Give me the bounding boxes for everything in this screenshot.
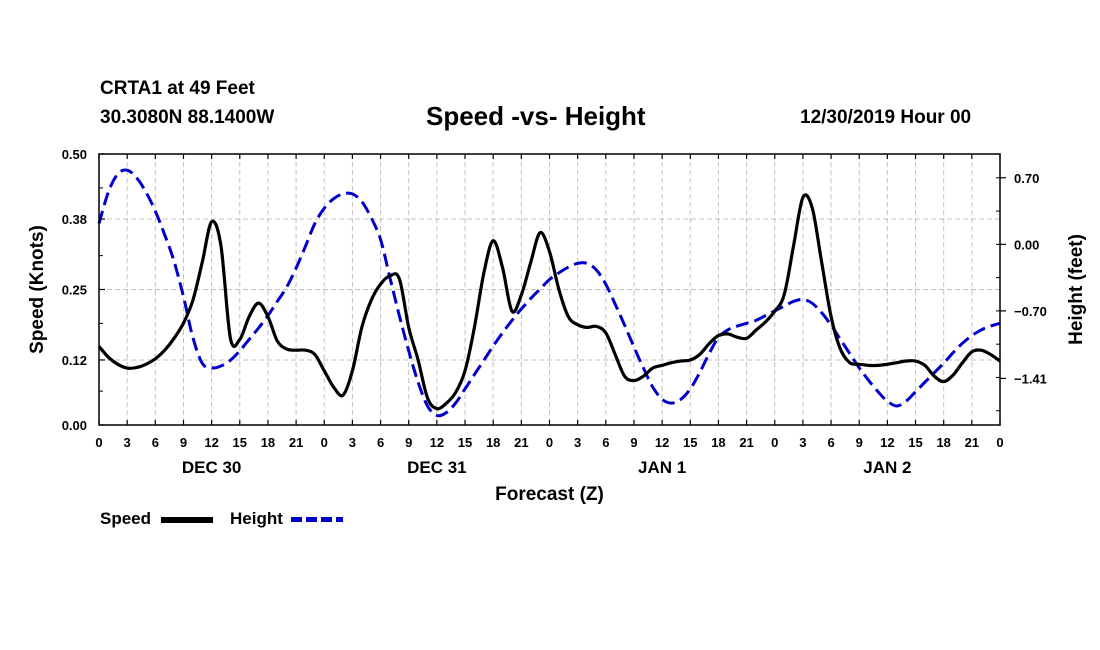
x-tick-label: 3	[574, 435, 581, 450]
station-coords: 30.3080N 88.1400W	[100, 107, 275, 128]
y-tick-label: 0.50	[62, 147, 87, 162]
y-axis-right: 0.70 0.00 −0.70 −1.41	[996, 171, 1047, 412]
chart-title: Speed -vs- Height	[426, 101, 646, 131]
height-line	[97, 168, 1001, 418]
x-tick-label: 6	[827, 435, 834, 450]
legend-height-swatch	[291, 517, 343, 522]
speed-series-group	[97, 193, 1001, 411]
x-tick-label: 3	[799, 435, 806, 450]
x-tick-label: 12	[204, 435, 218, 450]
y2-tick-label: −0.70	[1014, 304, 1047, 319]
x-day-label: JAN 1	[638, 458, 686, 477]
x-tick-label: 18	[711, 435, 725, 450]
y-axis-title: Speed (Knots)	[27, 225, 48, 354]
x-tick-label: 21	[965, 435, 979, 450]
legend-speed-swatch	[161, 517, 213, 523]
legend-height-label: Height	[230, 509, 283, 528]
x-tick-label: 12	[880, 435, 894, 450]
x-tick-label: 6	[377, 435, 384, 450]
x-tick-label: 21	[289, 435, 303, 450]
x-tick-label: 9	[630, 435, 637, 450]
x-tick-label: 15	[233, 435, 247, 450]
y2-tick-label: 0.00	[1014, 237, 1039, 252]
x-axis-title: Forecast (Z)	[495, 484, 604, 505]
x-axis: 0 3 6 9 12 15 18 21 0 3 6 9 12 15 18 21 0 3 6 9 12 15 18 21 0 3 6 9…	[95, 154, 1004, 477]
x-tick-label: 12	[655, 435, 669, 450]
x-tick-label: 0	[321, 435, 328, 450]
x-tick-label: 3	[124, 435, 131, 450]
x-day-label: DEC 30	[182, 458, 242, 477]
speed-line	[97, 193, 1001, 411]
x-tick-label: 15	[458, 435, 472, 450]
y2-tick-label: 0.70	[1014, 171, 1039, 186]
y-tick-label: 0.00	[62, 418, 87, 433]
y-tick-label: 0.25	[62, 283, 87, 298]
height-series-group	[97, 168, 1001, 418]
x-tick-label: 6	[602, 435, 609, 450]
x-tick-label: 18	[936, 435, 950, 450]
grid	[99, 154, 1000, 425]
station-name: CRTA1 at 49 Feet	[100, 78, 255, 99]
x-tick-label: 0	[95, 435, 102, 450]
x-tick-label: 15	[683, 435, 697, 450]
y2-axis-title: Height (feet)	[1066, 234, 1087, 345]
x-tick-label: 15	[908, 435, 922, 450]
y-tick-label: 0.12	[62, 353, 87, 368]
x-tick-label: 9	[180, 435, 187, 450]
x-tick-label: 3	[349, 435, 356, 450]
x-tick-label: 6	[152, 435, 159, 450]
x-tick-label: 9	[856, 435, 863, 450]
x-tick-label: 12	[430, 435, 444, 450]
x-tick-label: 18	[261, 435, 275, 450]
y-tick-label: 0.38	[62, 212, 87, 227]
x-tick-label: 0	[771, 435, 778, 450]
x-tick-label: 0	[546, 435, 553, 450]
x-tick-label: 9	[405, 435, 412, 450]
forecast-date: 12/30/2019 Hour 00	[800, 107, 972, 128]
x-tick-label: 21	[514, 435, 528, 450]
legend-speed-label: Speed	[100, 509, 152, 528]
x-tick-label: 21	[739, 435, 753, 450]
y-axis-left: 0.00 0.12 0.25 0.38 0.50	[62, 147, 105, 433]
x-day-label: DEC 31	[407, 458, 467, 477]
y2-tick-label: −1.41	[1014, 371, 1047, 386]
x-tick-label: 0	[996, 435, 1003, 450]
x-day-label: JAN 2	[863, 458, 911, 477]
x-tick-label: 18	[486, 435, 500, 450]
